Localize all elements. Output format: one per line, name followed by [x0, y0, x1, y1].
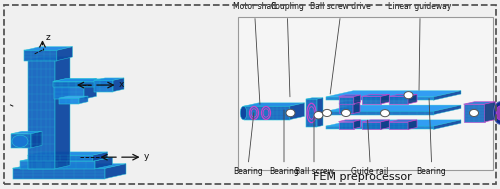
Polygon shape	[362, 120, 390, 122]
Polygon shape	[326, 126, 434, 129]
Polygon shape	[11, 131, 42, 134]
Polygon shape	[55, 57, 70, 169]
Polygon shape	[24, 47, 72, 50]
Polygon shape	[306, 98, 323, 99]
Polygon shape	[52, 82, 100, 87]
Ellipse shape	[470, 109, 478, 117]
Polygon shape	[408, 94, 417, 104]
Polygon shape	[11, 134, 31, 148]
Polygon shape	[338, 120, 360, 122]
Polygon shape	[434, 120, 461, 129]
Polygon shape	[389, 122, 408, 129]
Polygon shape	[94, 80, 113, 92]
Polygon shape	[408, 120, 417, 129]
Ellipse shape	[496, 106, 500, 120]
Text: Ball screw: Ball screw	[294, 167, 334, 177]
Text: Guide rail: Guide rail	[352, 167, 389, 177]
Text: Ball screw drive: Ball screw drive	[310, 2, 370, 11]
Text: Bearing: Bearing	[269, 167, 299, 177]
Polygon shape	[79, 96, 88, 104]
Polygon shape	[12, 164, 126, 168]
Polygon shape	[244, 103, 304, 106]
Text: Linear guideway: Linear guideway	[388, 2, 452, 11]
Polygon shape	[28, 60, 55, 169]
Polygon shape	[353, 102, 360, 113]
Polygon shape	[389, 97, 408, 104]
Polygon shape	[380, 94, 390, 104]
Polygon shape	[59, 98, 79, 104]
Polygon shape	[338, 122, 353, 129]
Polygon shape	[28, 152, 108, 155]
Ellipse shape	[380, 110, 390, 117]
Polygon shape	[464, 102, 496, 104]
Polygon shape	[362, 122, 380, 129]
Polygon shape	[317, 98, 323, 127]
Polygon shape	[354, 120, 360, 129]
Polygon shape	[339, 102, 360, 103]
Polygon shape	[326, 97, 434, 100]
Ellipse shape	[314, 112, 323, 119]
Polygon shape	[362, 94, 390, 97]
Text: x: x	[119, 80, 124, 89]
Ellipse shape	[240, 106, 247, 120]
Polygon shape	[326, 91, 461, 97]
Text: Bearing: Bearing	[416, 167, 446, 177]
Polygon shape	[326, 105, 461, 111]
Polygon shape	[338, 95, 360, 97]
Polygon shape	[434, 105, 461, 115]
Polygon shape	[105, 164, 126, 179]
Polygon shape	[326, 120, 461, 126]
Polygon shape	[28, 57, 70, 60]
Polygon shape	[54, 81, 84, 99]
Ellipse shape	[404, 92, 413, 99]
Polygon shape	[244, 106, 290, 120]
Text: Motor shaft: Motor shaft	[233, 2, 277, 11]
Polygon shape	[94, 78, 124, 80]
Text: y: y	[144, 152, 150, 161]
Ellipse shape	[342, 109, 350, 117]
Text: FEM preprocessor: FEM preprocessor	[313, 171, 412, 181]
Polygon shape	[338, 97, 353, 104]
Polygon shape	[354, 95, 360, 104]
Polygon shape	[52, 79, 112, 82]
Polygon shape	[484, 102, 496, 122]
Polygon shape	[31, 131, 42, 148]
Polygon shape	[92, 152, 108, 161]
Text: Bearing: Bearing	[234, 167, 264, 177]
Polygon shape	[12, 168, 105, 179]
Ellipse shape	[494, 102, 500, 124]
Polygon shape	[24, 50, 56, 61]
Polygon shape	[290, 103, 304, 120]
Polygon shape	[339, 103, 353, 113]
Text: z: z	[46, 33, 51, 42]
Polygon shape	[380, 120, 390, 129]
Polygon shape	[56, 47, 72, 61]
Polygon shape	[20, 161, 95, 169]
Polygon shape	[59, 96, 88, 98]
Polygon shape	[306, 99, 317, 127]
Text: Coupling: Coupling	[270, 2, 304, 11]
Ellipse shape	[12, 135, 28, 147]
Bar	[238, 17, 492, 170]
Polygon shape	[84, 78, 96, 99]
Polygon shape	[95, 157, 112, 169]
Polygon shape	[389, 120, 417, 122]
Polygon shape	[100, 79, 112, 87]
Ellipse shape	[286, 109, 295, 117]
Polygon shape	[28, 155, 92, 161]
Polygon shape	[464, 104, 484, 122]
Polygon shape	[434, 91, 461, 100]
Polygon shape	[113, 78, 124, 92]
Polygon shape	[362, 97, 380, 104]
Polygon shape	[20, 157, 112, 161]
Polygon shape	[326, 111, 434, 115]
Ellipse shape	[322, 109, 332, 117]
Polygon shape	[389, 94, 417, 97]
Polygon shape	[54, 78, 96, 81]
